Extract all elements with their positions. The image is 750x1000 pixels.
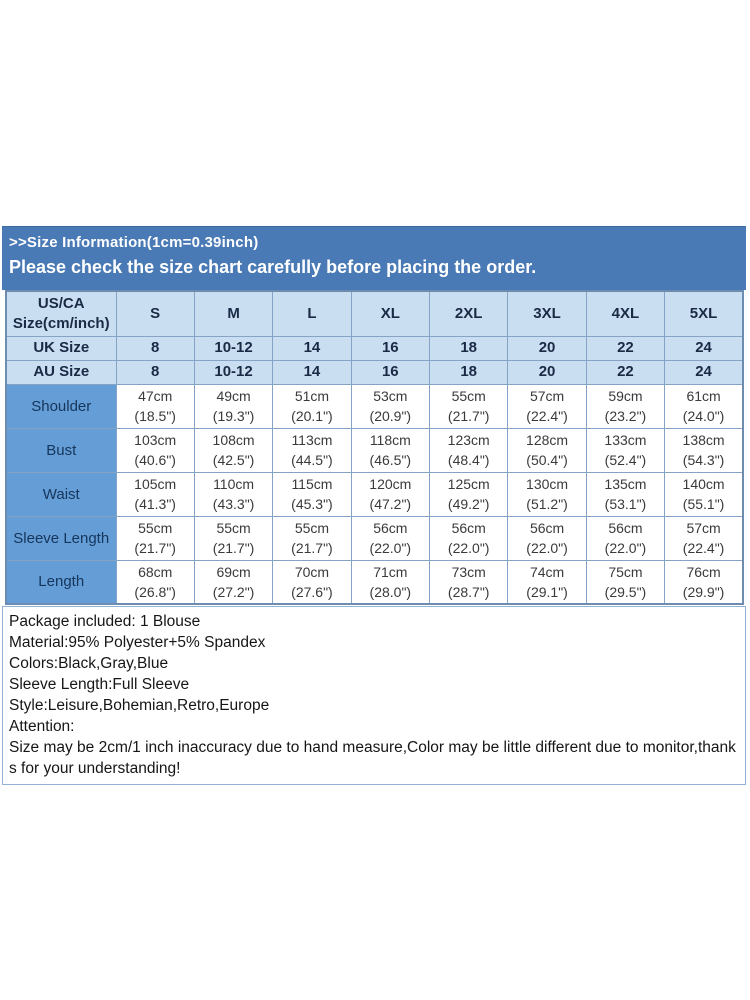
uk-size-cell: 22 <box>585 335 666 361</box>
waist-cell: 105cm (41.3") <box>115 471 195 517</box>
length-cell: 75cm (29.5") <box>585 559 666 605</box>
uk-size-cell: 20 <box>507 335 587 361</box>
au-size-cell: 22 <box>585 359 666 385</box>
note-attention-label: Attention: <box>9 718 75 735</box>
uk-size-row: UK Size 8 10-12 14 16 18 20 22 24 <box>5 335 744 361</box>
shoulder-cell: 57cm (22.4") <box>507 383 587 429</box>
au-size-cell: 20 <box>507 359 587 385</box>
note-package-included: Package included: 1 Blouse <box>9 613 201 630</box>
table-header-row: US/CA Size(cm/inch) S M L XL 2XL 3XL 4XL… <box>5 290 744 337</box>
column-header-3xl: 3XL <box>507 290 587 337</box>
header-band: >>Size Information(1cm=0.39inch) Please … <box>2 226 746 290</box>
bust-cell: 118cm (46.5") <box>350 427 431 473</box>
bust-cell: 128cm (50.4") <box>507 427 587 473</box>
sleeve-length-cell: 56cm (22.0") <box>350 515 431 561</box>
sleeve-length-cell: 55cm (21.7") <box>272 515 352 561</box>
uk-size-cell: 8 <box>115 335 195 361</box>
waist-cell: 130cm (51.2") <box>507 471 587 517</box>
sleeve-length-cell: 56cm (22.0") <box>507 515 587 561</box>
column-header-4xl: 4XL <box>585 290 666 337</box>
measurement-row-bust: Bust 103cm (40.6") 108cm (42.5") 113cm (… <box>5 427 744 473</box>
length-cell: 73cm (28.7") <box>428 559 509 605</box>
column-header-usca: US/CA Size(cm/inch) <box>5 290 117 337</box>
length-cell: 71cm (28.0") <box>350 559 431 605</box>
column-header-m: M <box>193 290 274 337</box>
length-cell: 74cm (29.1") <box>507 559 587 605</box>
bust-cell: 138cm (54.3") <box>664 427 744 473</box>
shoulder-cell: 61cm (24.0") <box>664 383 744 429</box>
row-label-au-size: AU Size <box>5 359 117 385</box>
column-header-5xl: 5XL <box>664 290 744 337</box>
au-size-cell: 10-12 <box>193 359 274 385</box>
size-chart-table: US/CA Size(cm/inch) S M L XL 2XL 3XL 4XL… <box>5 290 744 605</box>
shoulder-cell: 53cm (20.9") <box>350 383 431 429</box>
note-attention-text: Size may be 2cm/1 inch inaccuracy due to… <box>9 739 736 777</box>
note-colors: Colors:Black,Gray,Blue <box>9 655 169 672</box>
au-size-cell: 14 <box>272 359 352 385</box>
uk-size-cell: 24 <box>664 335 744 361</box>
bust-cell: 123cm (48.4") <box>428 427 509 473</box>
row-label-waist: Waist <box>5 471 117 517</box>
row-label-shoulder: Shoulder <box>5 383 117 429</box>
waist-cell: 135cm (53.1") <box>585 471 666 517</box>
uk-size-cell: 18 <box>428 335 509 361</box>
size-warning-text: Please check the size chart carefully be… <box>9 257 537 277</box>
measurement-row-waist: Waist 105cm (41.3") 110cm (43.3") 115cm … <box>5 471 744 517</box>
bust-cell: 108cm (42.5") <box>193 427 274 473</box>
sleeve-length-cell: 56cm (22.0") <box>585 515 666 561</box>
shoulder-cell: 51cm (20.1") <box>272 383 352 429</box>
row-label-length: Length <box>5 559 117 605</box>
bust-cell: 133cm (52.4") <box>585 427 666 473</box>
row-label-bust: Bust <box>5 427 117 473</box>
measurement-row-sleeve-length: Sleeve Length 55cm (21.7") 55cm (21.7") … <box>5 515 744 561</box>
length-cell: 70cm (27.6") <box>272 559 352 605</box>
bust-cell: 113cm (44.5") <box>272 427 352 473</box>
size-information-title: >>Size Information(1cm=0.39inch) <box>9 234 259 251</box>
measurement-row-shoulder: Shoulder 47cm (18.5") 49cm (19.3") 51cm … <box>5 383 744 429</box>
note-sleeve-length: Sleeve Length:Full Sleeve <box>9 676 190 693</box>
sleeve-length-cell: 56cm (22.0") <box>428 515 509 561</box>
au-size-row: AU Size 8 10-12 14 16 18 20 22 24 <box>5 359 744 385</box>
sleeve-length-cell: 55cm (21.7") <box>115 515 195 561</box>
size-information-sheet: >>Size Information(1cm=0.39inch) Please … <box>2 226 746 785</box>
length-cell: 76cm (29.9") <box>664 559 744 605</box>
au-size-cell: 18 <box>428 359 509 385</box>
au-size-cell: 8 <box>115 359 195 385</box>
shoulder-cell: 47cm (18.5") <box>115 383 195 429</box>
column-header-2xl: 2XL <box>428 290 509 337</box>
shoulder-cell: 49cm (19.3") <box>193 383 274 429</box>
waist-cell: 120cm (47.2") <box>350 471 431 517</box>
sleeve-length-cell: 55cm (21.7") <box>193 515 274 561</box>
column-header-s: S <box>115 290 195 337</box>
shoulder-cell: 59cm (23.2") <box>585 383 666 429</box>
waist-cell: 115cm (45.3") <box>272 471 352 517</box>
column-header-l: L <box>272 290 352 337</box>
length-cell: 69cm (27.2") <box>193 559 274 605</box>
row-label-sleeve-length: Sleeve Length <box>5 515 117 561</box>
bust-cell: 103cm (40.6") <box>115 427 195 473</box>
au-size-cell: 16 <box>350 359 431 385</box>
note-style: Style:Leisure,Bohemian,Retro,Europe <box>9 697 270 714</box>
waist-cell: 110cm (43.3") <box>193 471 274 517</box>
waist-cell: 125cm (49.2") <box>428 471 509 517</box>
uk-size-cell: 14 <box>272 335 352 361</box>
note-material: Material:95% Polyester+5% Spandex <box>9 634 266 651</box>
row-label-uk-size: UK Size <box>5 335 117 361</box>
uk-size-cell: 16 <box>350 335 431 361</box>
column-header-xl: XL <box>350 290 431 337</box>
waist-cell: 140cm (55.1") <box>664 471 744 517</box>
measurement-row-length: Length 68cm (26.8") 69cm (27.2") 70cm (2… <box>5 559 744 605</box>
sleeve-length-cell: 57cm (22.4") <box>664 515 744 561</box>
product-notes-panel: Package included: 1 Blouse Material:95% … <box>2 606 746 785</box>
au-size-cell: 24 <box>664 359 744 385</box>
length-cell: 68cm (26.8") <box>115 559 195 605</box>
shoulder-cell: 55cm (21.7") <box>428 383 509 429</box>
uk-size-cell: 10-12 <box>193 335 274 361</box>
